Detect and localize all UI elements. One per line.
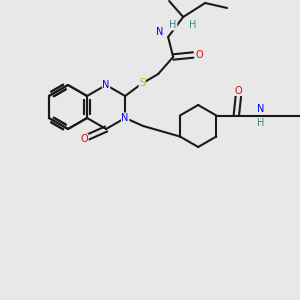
Text: N: N [257,103,264,113]
Text: H: H [190,20,197,30]
Text: O: O [235,85,242,95]
Text: N: N [122,113,129,123]
Text: N: N [102,80,110,90]
Text: O: O [195,50,203,60]
Text: H: H [169,20,177,30]
Text: O: O [80,134,88,144]
Text: N: N [157,27,164,37]
Text: H: H [257,118,264,128]
Text: S: S [139,78,145,88]
